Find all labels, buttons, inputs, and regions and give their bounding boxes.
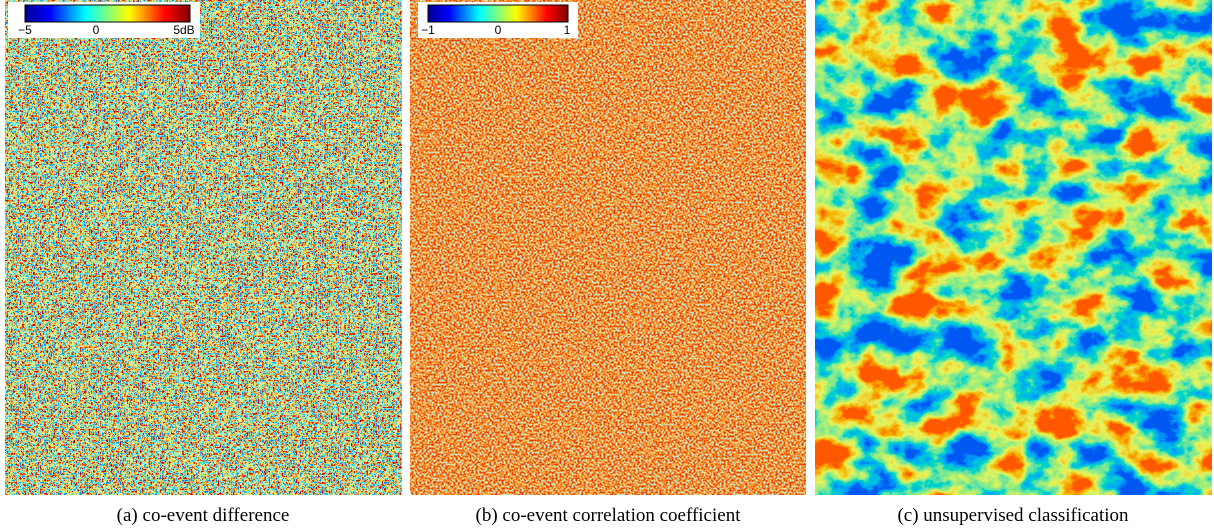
caption: (b) co-event correlation coefficient <box>476 505 742 526</box>
image-b <box>410 0 806 495</box>
colorbar-label: 5dB <box>173 23 194 37</box>
caption: (a) co-event difference <box>117 505 290 526</box>
colorbar-label: 1 <box>564 23 571 37</box>
image-c <box>815 0 1212 495</box>
colorbar-label: 0 <box>495 23 502 37</box>
colorbar-label: 0 <box>93 23 100 37</box>
caption: (c) unsupervised classification <box>897 505 1129 526</box>
colorbar-label: −1 <box>421 23 435 37</box>
colorbar <box>24 4 191 23</box>
image-a <box>5 0 402 495</box>
colorbar-label: −5 <box>18 23 32 37</box>
colorbar <box>427 4 569 23</box>
